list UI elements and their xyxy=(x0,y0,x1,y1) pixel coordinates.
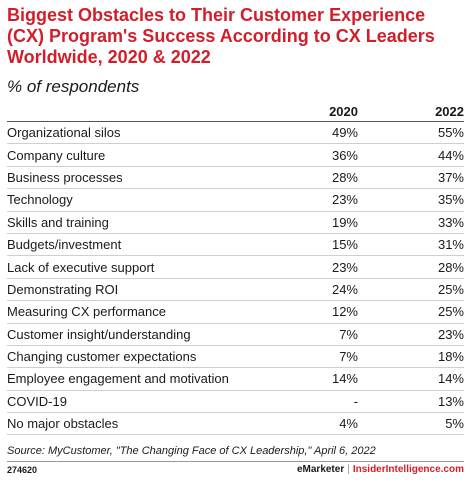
chart-subtitle: % of respondents xyxy=(7,77,140,96)
row-label: Business processes xyxy=(7,169,123,185)
value-2022: 28% xyxy=(437,259,464,275)
row-label: Skills and training xyxy=(7,214,109,230)
header-2022: 2022 xyxy=(435,104,464,119)
value-2020: 15% xyxy=(331,237,358,253)
table-row: No major obstacles 4% 5% xyxy=(7,413,464,436)
table-row: COVID-19 - 13% xyxy=(7,391,464,414)
footer-divider xyxy=(7,461,464,462)
table-row: Skills and training 19% 33% xyxy=(7,212,464,234)
value-2020: 4% xyxy=(339,416,358,432)
table-row: Company culture 36% 44% xyxy=(7,144,464,167)
table-row: Changing customer expectations 7% 18% xyxy=(7,346,464,369)
row-label: Changing customer expectations xyxy=(7,349,197,365)
value-2020: 7% xyxy=(339,349,358,365)
value-2020: 19% xyxy=(331,214,358,230)
value-2020: 14% xyxy=(331,371,358,387)
value-2020: 7% xyxy=(339,326,358,342)
table-row: Budgets/investment 15% 31% xyxy=(7,234,464,257)
table-row: Demonstrating ROI 24% 25% xyxy=(7,279,464,302)
data-table: 2020 2022 Organizational silos 49% 55% Comp… xyxy=(7,100,464,436)
brand-emarketer: eMarketer xyxy=(296,464,345,475)
row-label: Demonstrating ROI xyxy=(7,281,119,297)
row-label: Lack of executive support xyxy=(7,259,155,275)
table-row: Organizational silos 49% 55% xyxy=(7,122,464,145)
row-label: No major obstacles xyxy=(7,416,119,432)
table-row: Business processes 28% 37% xyxy=(7,167,464,190)
value-2022: 23% xyxy=(437,326,464,342)
row-label: Budgets/investment xyxy=(7,237,122,253)
table-row: Customer insight/understanding 7% 23% xyxy=(7,324,464,346)
value-2022: 18% xyxy=(437,349,464,365)
row-label: Company culture xyxy=(7,147,106,163)
header-2020: 2020 xyxy=(329,104,358,119)
value-2022: 37% xyxy=(437,169,464,185)
value-2022: 25% xyxy=(437,281,464,297)
chart-title: Biggest Obstacles to Their Customer Expe… xyxy=(7,5,435,67)
chart-id: 274620 xyxy=(7,465,38,475)
table-row: Employee engagement and motivation 14% 14% xyxy=(7,368,464,391)
source-note: Source: MyCustomer, "The Changing Face o… xyxy=(7,445,376,457)
value-2022: 31% xyxy=(437,237,464,253)
value-2020: 23% xyxy=(331,192,358,208)
value-2020: 12% xyxy=(331,304,358,320)
value-2020: 49% xyxy=(331,125,358,141)
value-2022: 44% xyxy=(437,147,464,163)
row-label: Measuring CX performance xyxy=(7,304,166,320)
value-2022: 35% xyxy=(437,192,464,208)
row-label: Customer insight/understanding xyxy=(7,326,191,342)
value-2022: 13% xyxy=(437,393,464,409)
table-row: Measuring CX performance 12% 25% xyxy=(7,301,464,324)
value-2020: - xyxy=(353,393,358,409)
brand-insider-intelligence: InsiderIntelligence.com xyxy=(352,464,464,475)
row-label: Technology xyxy=(7,192,73,208)
value-2022: 14% xyxy=(437,371,464,387)
value-2022: 55% xyxy=(437,125,464,141)
row-label: COVID-19 xyxy=(7,393,67,409)
table-row: Lack of executive support 23% 28% xyxy=(7,256,464,279)
value-2020: 24% xyxy=(331,281,358,297)
value-2020: 28% xyxy=(331,169,358,185)
value-2022: 25% xyxy=(437,304,464,320)
value-2020: 36% xyxy=(331,147,358,163)
value-2020: 23% xyxy=(331,259,358,275)
value-2022: 5% xyxy=(445,416,464,432)
brand-separator: | xyxy=(347,464,350,475)
table-body: Organizational silos 49% 55% Company cultur… xyxy=(7,122,464,436)
table-header: 2020 2022 xyxy=(7,100,464,122)
row-label: Organizational silos xyxy=(7,125,121,141)
table-row: Technology 23% 35% xyxy=(7,189,464,212)
value-2022: 33% xyxy=(437,214,464,230)
footer-brand: eMarketer | InsiderIntelligence.com xyxy=(297,464,464,475)
row-label: Employee engagement and motivation xyxy=(7,371,229,387)
